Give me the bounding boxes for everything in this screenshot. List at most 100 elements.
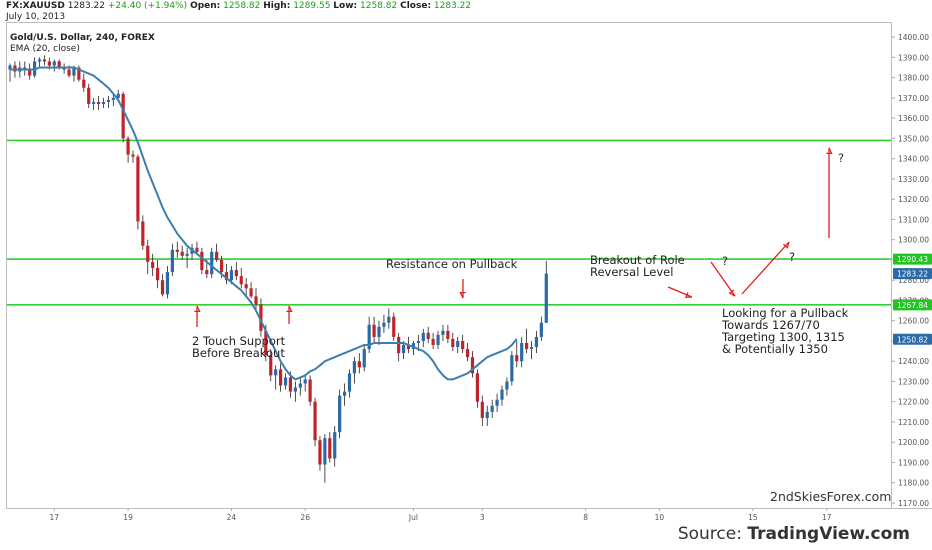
candle-down [431, 338, 435, 346]
source-prefix: Source: [677, 524, 748, 544]
candle-down [200, 251, 204, 271]
candle-up [185, 253, 189, 256]
price-change: +24.40 (+1.94%) [107, 1, 188, 11]
candle-down [215, 251, 219, 260]
price-axis-label: 1230.00 [898, 377, 929, 386]
candle-up [490, 405, 494, 412]
candle-up [170, 249, 174, 273]
annotation-resistance: Resistance on Pullback [386, 257, 518, 271]
price-axis-label: 1310.00 [898, 215, 929, 224]
annotation-arrowhead [194, 305, 201, 313]
annotation-arrowhead [685, 292, 693, 299]
open-label: Open: [190, 1, 221, 11]
time-axis-label: 17 [822, 513, 832, 522]
price-axis-label: 1180.00 [898, 479, 929, 488]
source-brand: TradingView.com [747, 524, 910, 544]
candle-up [505, 381, 509, 390]
candle-up [283, 377, 288, 386]
price-badge [893, 253, 932, 265]
price-axis-label: 1380.00 [898, 74, 929, 83]
candle-down [279, 369, 283, 386]
question-mark-1: ? [722, 254, 728, 268]
annotation-support: 2 Touch Support Before Breakout [192, 334, 289, 360]
annotation-arrow [741, 241, 790, 295]
candle-up [210, 251, 214, 275]
candle-up [382, 322, 386, 327]
chart-date: July 10, 2013 [6, 12, 66, 22]
candle-up [377, 326, 381, 337]
question-mark-2: ? [789, 250, 795, 264]
candle-up [500, 389, 504, 400]
candle-down [318, 440, 322, 465]
price-badges: 1290.43 1283.22 1267.84 1250.82 [893, 253, 932, 345]
candle-up [111, 97, 115, 100]
candle-down [42, 59, 47, 62]
candle-up [421, 332, 425, 341]
annotation-arrowhead [459, 291, 466, 299]
candle-up [229, 270, 233, 281]
candle-up [534, 336, 539, 348]
candle-down [205, 270, 209, 275]
candle-down [141, 221, 145, 246]
candle-down [146, 245, 150, 262]
candle-up [342, 391, 347, 396]
candle-down [480, 401, 484, 418]
time-axis-label: 15 [748, 513, 758, 522]
price-axis-label: 1390.00 [898, 53, 929, 62]
ema-line [10, 66, 518, 381]
chart-header-line-1: FX:XAUUSD 1283.22 +24.40 (+1.94%) Open: … [6, 1, 471, 11]
candle-up [106, 99, 110, 102]
watermark: 2ndSkiesForex.com [770, 489, 891, 504]
candle-up [495, 399, 499, 406]
time-axis-label: 26 [300, 513, 310, 522]
candle-down [77, 67, 81, 80]
candle-down [28, 69, 32, 76]
price-axis-label: 1340.00 [898, 155, 929, 164]
high-label: High: [263, 1, 291, 11]
candle-down [57, 61, 61, 68]
candle-down [219, 259, 224, 273]
last-price: 1283.22 [67, 1, 105, 11]
price-axis-label: 1240.00 [898, 357, 929, 366]
low-value: 1258.82 [360, 1, 398, 11]
candle-up [72, 67, 76, 76]
candle-down [160, 280, 165, 295]
price-axis-label: 1210.00 [898, 418, 929, 427]
candle-up [92, 101, 96, 104]
candle-down [254, 296, 258, 305]
candle-up [333, 432, 337, 459]
candle-down [426, 332, 430, 339]
symbol: FX:XAUUSD [6, 1, 65, 11]
open-value: 1258.82 [223, 1, 261, 11]
candle-up [539, 322, 543, 337]
candle-up [303, 379, 307, 384]
candle-down [308, 379, 312, 402]
time-axis-label: 10 [655, 513, 665, 522]
price-axis-label: 1260.00 [898, 317, 929, 326]
candle-down [234, 270, 238, 277]
candle-down [224, 272, 229, 281]
candle-down [328, 438, 332, 459]
candle-down [372, 324, 376, 337]
candle-down [121, 93, 125, 139]
candle-down [136, 156, 140, 222]
candle-down [82, 79, 86, 88]
candle-up [338, 395, 342, 433]
candle-down [175, 249, 179, 252]
high-value: 1289.55 [293, 1, 331, 11]
candle-up [416, 340, 420, 343]
annotation-arrowhead [826, 147, 833, 155]
candle-up [510, 355, 514, 382]
candle-up [274, 369, 278, 376]
candle-down [239, 276, 243, 285]
candle-down [244, 284, 248, 289]
price-badge [893, 299, 932, 311]
candle-down [131, 154, 135, 157]
candle-up [436, 334, 440, 346]
price-axis-label: 1330.00 [898, 175, 929, 184]
candle-up [362, 349, 366, 368]
price-badge-label: 1250.82 [897, 335, 928, 344]
annotation-arrowhead [286, 305, 293, 313]
price-axis-label: 1200.00 [898, 438, 929, 447]
